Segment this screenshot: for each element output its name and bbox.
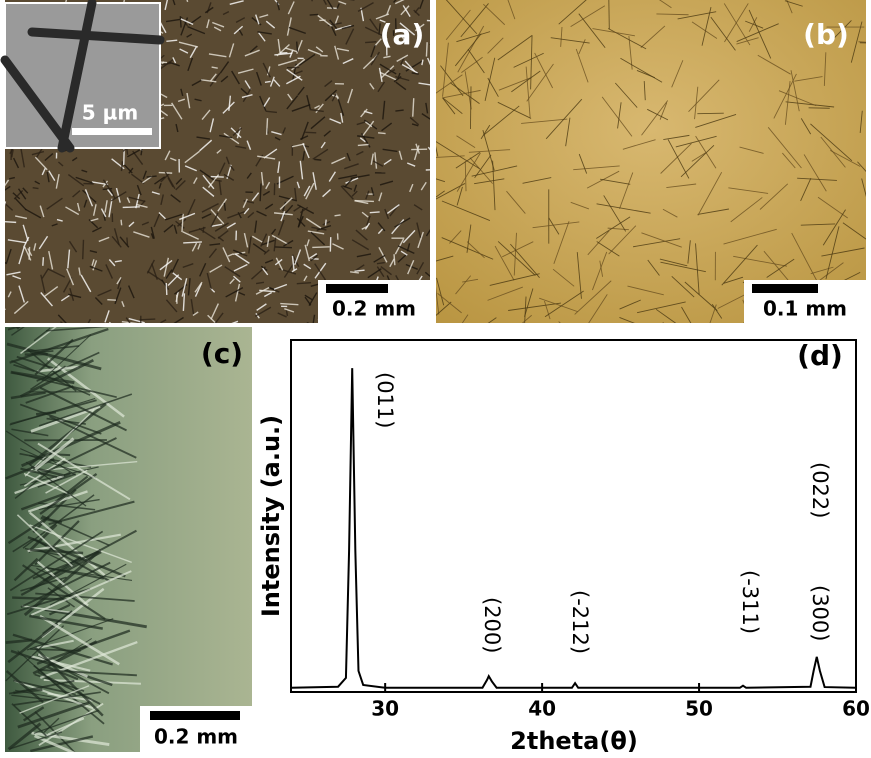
- needle: [378, 133, 386, 134]
- needle: [1, 201, 5, 215]
- needle: [349, 323, 359, 326]
- needle: [697, 113, 723, 114]
- needle: [470, 86, 471, 129]
- needle: [263, 328, 269, 343]
- scale-text: 0.2 mm: [154, 725, 238, 749]
- needle: [180, 16, 181, 27]
- needle: [597, 335, 630, 351]
- inset-scale-bar: [72, 128, 152, 135]
- needle: [321, 325, 331, 332]
- needle: [0, 241, 2, 258]
- panel-label: (b): [803, 18, 849, 51]
- scale-text: 0.2 mm: [332, 297, 416, 321]
- x-tick-label: 50: [685, 697, 713, 721]
- needle: [314, 159, 321, 160]
- needle: [5, 222, 16, 223]
- needle: [358, 144, 369, 145]
- scale-bar: [150, 711, 240, 720]
- needle: [43, 257, 44, 266]
- needle: [326, 220, 327, 226]
- needle: [103, 189, 113, 190]
- needle: [147, 176, 157, 177]
- needle: [83, 240, 84, 259]
- needle: [297, 283, 311, 284]
- micrograph-b: [436, 0, 866, 323]
- x-tick-label: 60: [842, 697, 870, 721]
- needle: [166, 283, 167, 295]
- needle: [365, 42, 376, 43]
- needle: [121, 161, 122, 171]
- peak-label: (300): [808, 585, 832, 641]
- needle: [310, 14, 318, 15]
- needle: [435, 139, 436, 158]
- needle: [123, 207, 140, 208]
- needle: [425, 323, 438, 328]
- needle: [1, 88, 2, 95]
- panel-label: (c): [201, 337, 243, 370]
- needle: [363, 328, 379, 330]
- needle: [431, 179, 434, 185]
- needle: [33, 188, 39, 189]
- peak-label: (011): [373, 372, 397, 428]
- needle: [426, 42, 427, 56]
- panel-label: (d): [797, 339, 843, 372]
- needle: [724, 330, 727, 362]
- panel-label: (a): [380, 18, 425, 51]
- needle: [370, 212, 380, 213]
- needle: [224, 203, 225, 211]
- needle: [0, 318, 2, 327]
- y-axis-title: Intensity (a.u.): [257, 415, 285, 617]
- needle: [818, 325, 863, 337]
- needle: [301, 323, 308, 327]
- scale-bar: [752, 284, 818, 293]
- needle: [335, 215, 341, 216]
- needle: [695, 326, 729, 329]
- figure: 5 µm (a) 0.2 mm (b) 0.1 mm (c) 0.2 mm (d…: [0, 0, 871, 758]
- needle: [286, 310, 287, 316]
- needle: [0, 303, 5, 310]
- xrd-chart: (d) 2theta(θ) Intensity (a.u.) 30 40 50 60 (…: [257, 339, 870, 755]
- sem-inset: [5, 3, 160, 148]
- needle: [559, 322, 594, 355]
- scale-text: 0.1 mm: [763, 297, 847, 321]
- needle: [394, 254, 395, 265]
- peak-label: (200): [480, 597, 504, 653]
- needle: [430, 307, 434, 318]
- x-tick-label: 40: [528, 697, 556, 721]
- needle: [405, 328, 407, 334]
- needle: [267, 118, 268, 135]
- inset-scale-text: 5 µm: [82, 101, 138, 125]
- needle: [183, 242, 202, 243]
- needle: [139, 319, 155, 320]
- needle: [456, 330, 486, 360]
- x-tick-label: 30: [371, 697, 399, 721]
- needle: [312, 247, 329, 248]
- needle: [294, 323, 299, 326]
- needle: [627, 338, 630, 367]
- needle: [440, 328, 450, 335]
- needle: [297, 324, 310, 331]
- peak-label: (-212): [568, 590, 592, 654]
- needle: [297, 42, 298, 53]
- needle: [0, 196, 4, 197]
- needle: [617, 335, 643, 379]
- needle: [351, 326, 356, 339]
- peak-label: (-311): [738, 570, 762, 634]
- peak-label: (022): [808, 462, 832, 518]
- needle: [430, 33, 437, 45]
- needle: [609, 0, 610, 29]
- needle: [0, 96, 1, 103]
- needle: [121, 220, 122, 226]
- needle: [275, 247, 292, 248]
- needle: [265, 81, 271, 82]
- x-axis-title: 2theta(θ): [510, 727, 638, 755]
- needle: [260, 184, 261, 202]
- scale-bar: [326, 284, 388, 293]
- needle: [663, 322, 671, 342]
